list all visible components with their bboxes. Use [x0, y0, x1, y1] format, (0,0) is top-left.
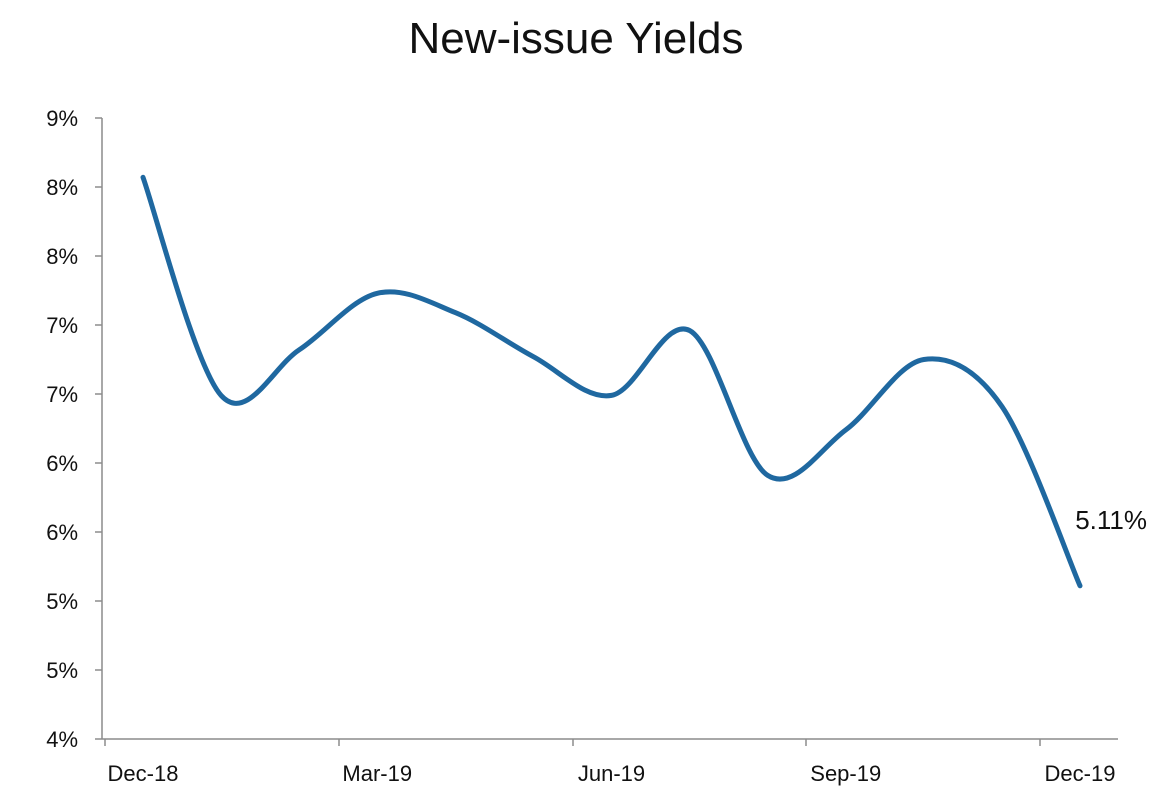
x-tick-label: Dec-19	[1045, 761, 1116, 786]
y-tick-label: 7%	[46, 313, 78, 338]
y-tick-label: 6%	[46, 520, 78, 545]
y-tick-label: 9%	[46, 106, 78, 131]
x-tick-label: Sep-19	[810, 761, 881, 786]
tick-labels: 4% 5% 5% 6% 6% 7% 7% 8% 8% 9% Dec-18 Mar-19 Jun-19 Se…	[46, 106, 1115, 786]
y-tick-label: 8%	[46, 175, 78, 200]
data-label: 5.11%	[1075, 505, 1147, 535]
y-tick-label: 8%	[46, 244, 78, 269]
x-tick-label: Jun-19	[578, 761, 645, 786]
y-tick-label: 6%	[46, 451, 78, 476]
y-tick-label: 5%	[46, 589, 78, 614]
series-line	[140, 174, 1083, 589]
y-tick-label: 7%	[46, 382, 78, 407]
y-tick-label: 5%	[46, 658, 78, 683]
chart-title: New-issue Yields	[408, 14, 744, 63]
series-lines	[140, 174, 1083, 589]
y-tick-label: 4%	[46, 727, 78, 752]
x-tick-label: Mar-19	[342, 761, 412, 786]
x-tick-label: Dec-18	[108, 761, 179, 786]
data-labels: 5.11%	[1075, 505, 1147, 535]
axes	[95, 117, 1118, 746]
